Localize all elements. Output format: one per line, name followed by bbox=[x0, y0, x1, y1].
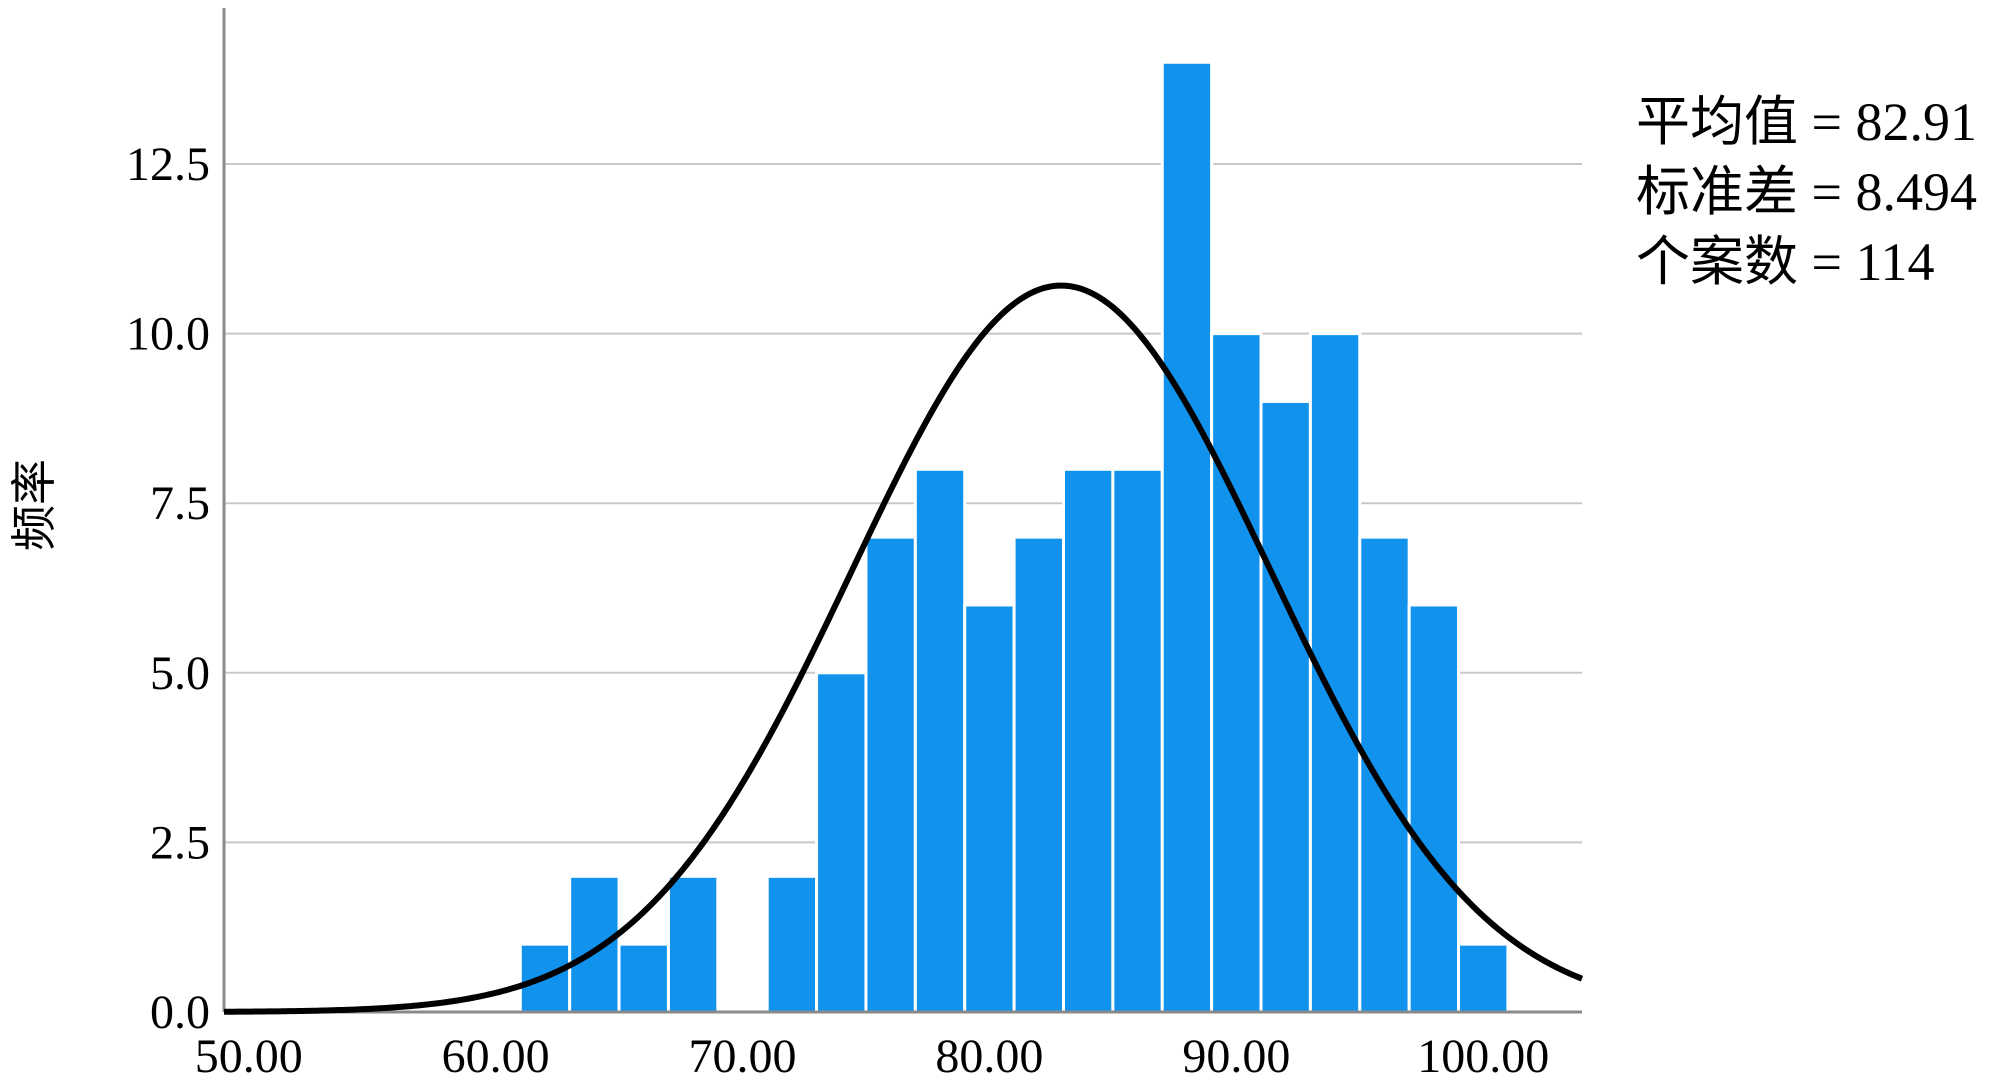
x-tick-label: 100.00 bbox=[1417, 1030, 1549, 1083]
histogram-bar bbox=[666, 874, 720, 1014]
summary-statistics: 平均值 = 82.91 标准差 = 8.494 个案数 = 114 bbox=[1636, 92, 1977, 292]
x-tick-labels: 50.00 60.00 70.00 80.00 90.00 100.00 bbox=[195, 1030, 1550, 1083]
y-tick-label: 7.5 bbox=[150, 477, 210, 530]
y-axis-title: 频率 bbox=[7, 459, 61, 551]
histogram-bar bbox=[617, 942, 670, 1014]
stat-line: 标准差 = 8.494 bbox=[1636, 162, 1977, 222]
histogram-bar bbox=[765, 874, 819, 1014]
histogram-bar bbox=[815, 671, 868, 1014]
histogram-bar bbox=[1259, 399, 1312, 1014]
histogram-bar bbox=[1111, 467, 1164, 1014]
histogram-bar bbox=[963, 603, 1016, 1014]
histogram-bar bbox=[568, 874, 621, 1014]
histogram-bar bbox=[864, 535, 917, 1014]
x-tick-label: 90.00 bbox=[1182, 1030, 1290, 1083]
histogram-bar bbox=[1210, 332, 1263, 1014]
stat-line: 平均值 = 82.91 bbox=[1636, 92, 1977, 152]
histogram-bar bbox=[1061, 467, 1115, 1014]
y-tick-labels: 0.0 2.5 5.0 7.5 10.0 12.5 bbox=[126, 138, 210, 1039]
histogram-bar bbox=[913, 467, 967, 1014]
stat-line: 个案数 = 114 bbox=[1636, 232, 1934, 292]
histogram-bar bbox=[1457, 942, 1510, 1014]
axes bbox=[222, 8, 1582, 1014]
y-tick-label: 12.5 bbox=[126, 138, 210, 191]
histogram-bar bbox=[1358, 535, 1411, 1014]
y-tick-label: 0.0 bbox=[150, 986, 210, 1039]
x-tick-label: 50.00 bbox=[195, 1030, 303, 1083]
x-tick-label: 80.00 bbox=[935, 1030, 1043, 1083]
histogram-bars bbox=[518, 60, 1510, 1014]
normal-distribution-curve bbox=[223, 282, 1584, 1015]
y-tick-label: 2.5 bbox=[150, 816, 210, 869]
y-tick-label: 5.0 bbox=[150, 647, 210, 700]
x-tick-label: 60.00 bbox=[442, 1030, 550, 1083]
histogram-bar bbox=[1012, 535, 1065, 1014]
histogram-bar bbox=[1407, 603, 1461, 1014]
x-tick-label: 70.00 bbox=[689, 1030, 797, 1083]
y-tick-label: 10.0 bbox=[126, 308, 210, 361]
histogram-bar bbox=[1160, 60, 1214, 1014]
